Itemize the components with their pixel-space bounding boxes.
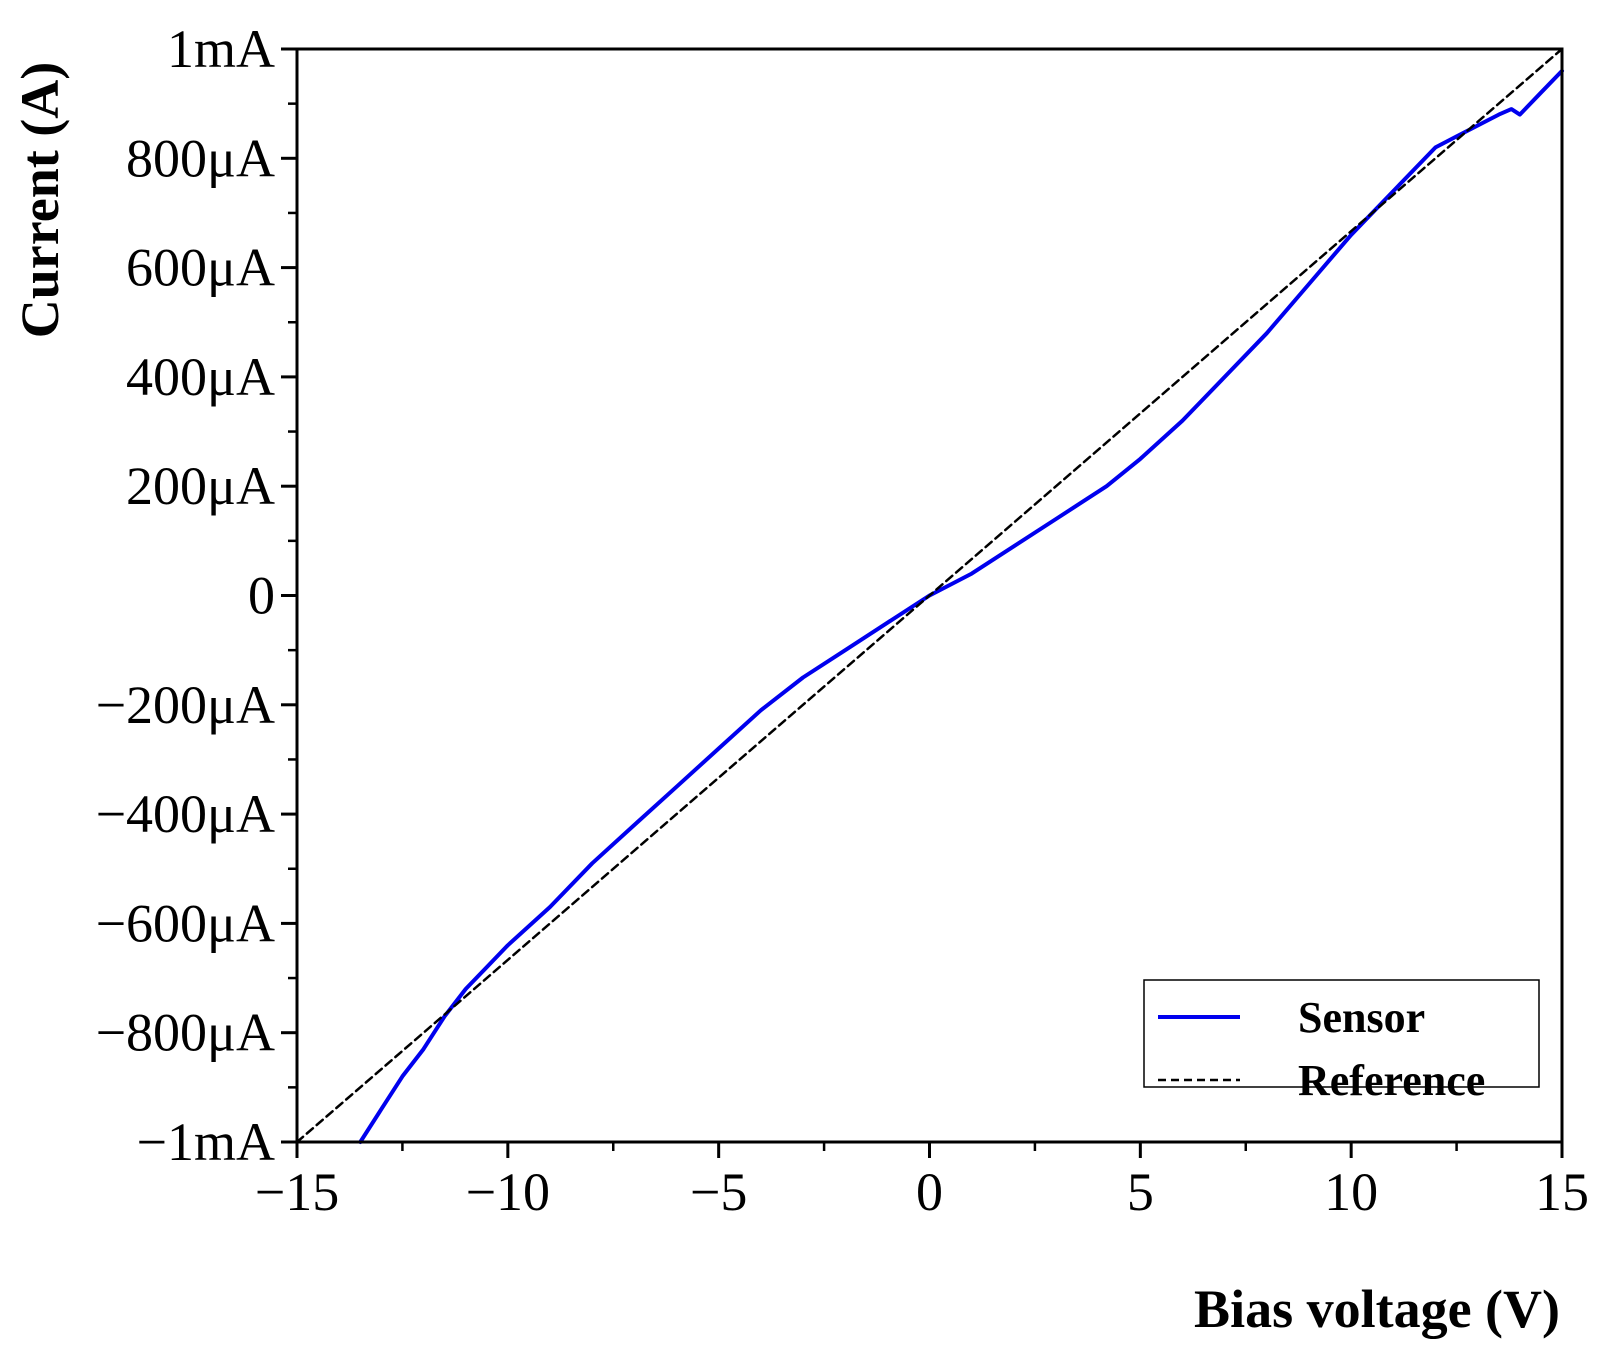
tick-layer: −15 −10 −5 0 5 10 15 −1mA −800μA −600μA −400μA −200… (96, 19, 1589, 1222)
y-tick-label: 400μA (126, 347, 275, 407)
x-tick-label: 10 (1324, 1162, 1378, 1222)
x-tick-label: 5 (1127, 1162, 1154, 1222)
y-tick-label: −1mA (137, 1112, 275, 1172)
y-tick-label: 600μA (126, 238, 275, 298)
y-tick-label: 0 (248, 566, 275, 626)
x-tick-label: 0 (916, 1162, 943, 1222)
x-tick-label: −10 (466, 1162, 550, 1222)
x-tick-label: −15 (255, 1162, 339, 1222)
y-tick-label: 200μA (126, 456, 275, 516)
series-line-reference (295, 47, 1564, 1144)
y-tick-label: 800μA (126, 128, 275, 188)
series-layer (295, 47, 1564, 1144)
y-axis-title: Current (A) (10, 62, 70, 338)
x-tick-label: 15 (1535, 1162, 1589, 1222)
y-tick-label: 1mA (167, 19, 275, 79)
x-tick-label: −5 (690, 1162, 747, 1222)
y-tick-label: −600μA (96, 893, 275, 953)
legend-label-sensor: Sensor (1298, 993, 1425, 1042)
y-tick-label: −400μA (96, 784, 275, 844)
y-tick-label: −200μA (96, 675, 275, 735)
x-axis-title: Bias voltage (V) (1194, 1279, 1560, 1339)
legend: Sensor Reference (1143, 979, 1540, 1105)
series-line-sensor (358, 68, 1564, 1144)
y-tick-label: −800μA (96, 1003, 275, 1063)
legend-box (1143, 979, 1540, 1088)
legend-label-reference: Reference (1298, 1056, 1485, 1105)
